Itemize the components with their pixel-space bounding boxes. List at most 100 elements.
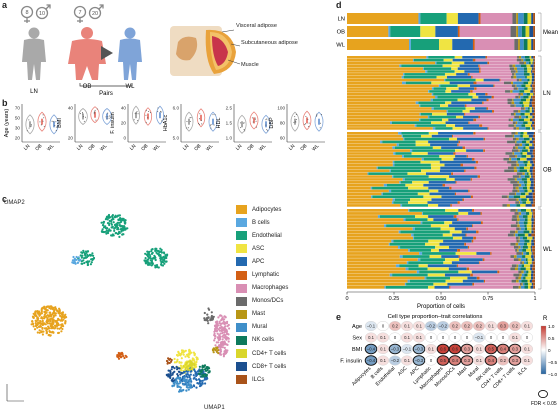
sample-bar-segment: [515, 242, 519, 246]
sample-bar-segment: [516, 252, 522, 255]
sample-bar-segment: [462, 198, 465, 201]
sample-bar-segment: [534, 236, 535, 240]
sample-bar-segment: [517, 169, 520, 173]
x-tick-label: 1: [533, 296, 536, 302]
sample-bar-segment: [511, 163, 517, 167]
sample-bar-segment: [517, 267, 521, 271]
sample-bar-segment: [470, 178, 473, 181]
umap-point: [197, 378, 201, 381]
sample-bar-segment: [445, 121, 469, 125]
sample-bar-segment: [347, 64, 400, 68]
umap-point: [187, 356, 190, 359]
umap-point: [223, 346, 226, 349]
sample-bar-segment: [518, 276, 522, 280]
umap-point: [117, 357, 121, 360]
umap-point: [161, 260, 164, 264]
sample-bar-segment: [428, 140, 459, 144]
umap-point: [166, 361, 170, 364]
umap-point: [107, 222, 111, 225]
sample-bar-segment: [518, 137, 524, 141]
sample-bar-segment: [525, 143, 529, 147]
sample-bar-segment: [529, 56, 532, 59]
violin-xlabel: OB: [193, 143, 202, 152]
sample-bar-segment: [534, 110, 535, 113]
sample-bar-segment: [533, 107, 535, 110]
umap-point: [176, 376, 179, 379]
sample-bar-segment: [438, 204, 451, 207]
sample-bar-segment: [505, 152, 513, 155]
umap-point: [195, 360, 198, 364]
x-tick-label: 0: [345, 296, 348, 302]
sample-bar-segment: [532, 124, 535, 127]
sample-bar-segment: [427, 115, 430, 119]
sample-bar-segment: [451, 204, 503, 207]
umap-point: [223, 350, 226, 353]
sample-bar-segment: [529, 178, 534, 181]
sample-bar-segment: [529, 175, 532, 178]
umap-point: [171, 385, 174, 388]
violin-box: [212, 118, 214, 125]
umap-point: [53, 327, 56, 330]
sample-bar-segment: [438, 132, 474, 135]
sample-bar-segment: [527, 121, 532, 125]
heatmap-value: 0.1: [524, 324, 530, 329]
umap-point: [191, 367, 194, 371]
sample-bar-segment: [510, 112, 515, 116]
sample-bar-segment: [520, 261, 523, 265]
sample-bar-segment: [520, 209, 527, 212]
umap-point: [204, 382, 207, 385]
heatmap-cell: [508, 355, 522, 366]
legend-swatch: [236, 231, 247, 241]
umap-point: [205, 317, 208, 320]
sample-bar-segment: [515, 276, 519, 280]
umap-scatter: UMAP2 UMAP1: [4, 200, 231, 411]
sample-bar-segment: [469, 73, 513, 76]
sample-bar-segment: [527, 152, 533, 155]
umap-point: [177, 382, 180, 385]
sample-bar-segment: [347, 192, 382, 196]
sample-bar-segment: [458, 143, 515, 147]
heatmap-cell: [448, 332, 461, 343]
umap-point: [213, 337, 217, 340]
sample-bar-segment: [446, 112, 465, 116]
sample-bar-segment: [520, 112, 525, 116]
sample-bar-segment: [400, 204, 403, 207]
legend-item: CD4+ T cells: [236, 347, 326, 360]
sample-bars-ln: [347, 56, 535, 130]
heatmap-value: 0.3: [500, 324, 506, 329]
umap-point: [218, 344, 221, 347]
sample-bar-segment: [515, 221, 518, 225]
umap-point: [44, 310, 47, 313]
umap-point: [197, 382, 200, 385]
heatmap-value: 0.2: [500, 358, 506, 363]
sample-bar-segment: [515, 64, 521, 68]
violin-shape: [78, 108, 88, 125]
sample-bar-segment: [519, 224, 525, 228]
umap-point: [211, 316, 214, 319]
sample-bar-segment: [507, 140, 516, 144]
umap-point: [154, 258, 157, 262]
sample-bar-segment: [474, 209, 511, 212]
sample-bar-segment: [453, 157, 472, 161]
sample-bar-segment: [499, 78, 501, 82]
sample-bar-segment: [457, 201, 460, 204]
sample-bar-segment: [457, 143, 459, 147]
sample-bar-segment: [519, 189, 525, 193]
legend-swatch: [236, 218, 247, 228]
sample-bar-segment: [481, 212, 515, 215]
sample-bar-segment: [485, 56, 488, 59]
umap-point: [116, 221, 119, 224]
sample-bar-segment: [534, 75, 535, 79]
sample-bar-segment: [452, 233, 466, 237]
sample-bar-segment: [423, 67, 424, 70]
umap-point: [218, 320, 221, 323]
violin-xlabel: WL: [258, 143, 268, 153]
umap-point: [61, 327, 64, 331]
sample-bar-segment: [479, 64, 510, 68]
umap-point: [187, 368, 190, 371]
heatmap-value: −0.1: [403, 347, 412, 352]
umap-point: [189, 360, 192, 363]
umap-point: [45, 329, 48, 332]
sample-bar-segment: [408, 261, 444, 265]
heatmap-cell: [365, 320, 378, 332]
